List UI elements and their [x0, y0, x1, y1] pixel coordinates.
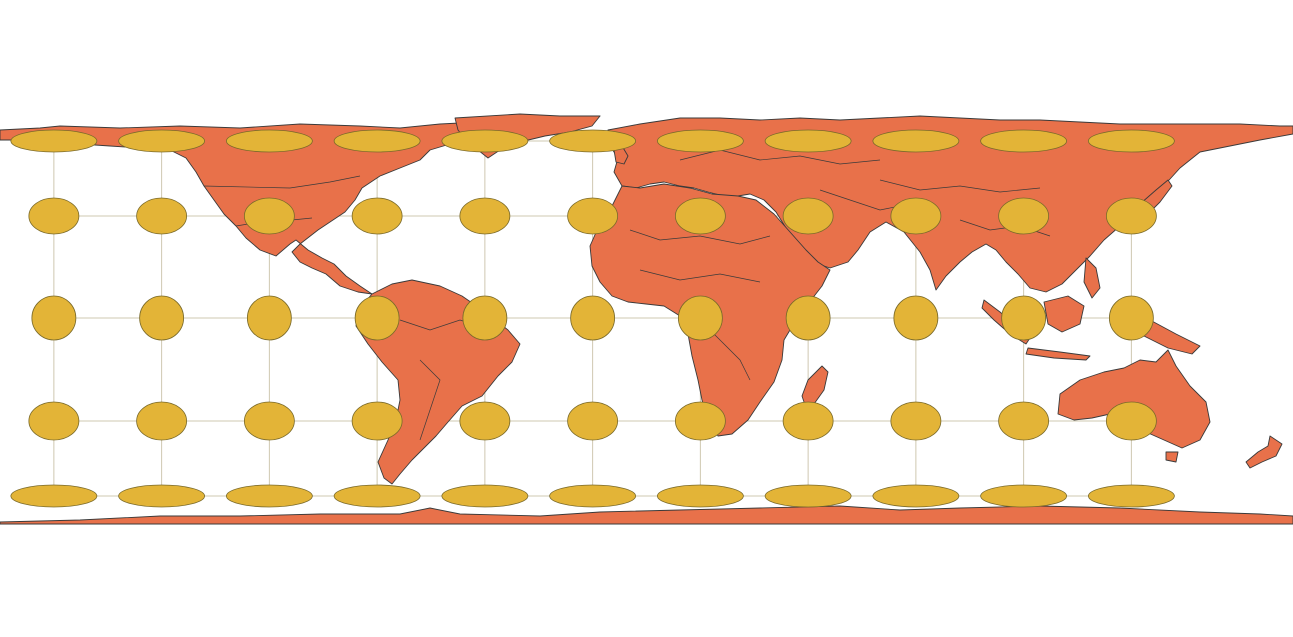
tissot-ellipse [567, 401, 619, 441]
tissot-ellipse [677, 295, 723, 341]
tasmania [1165, 451, 1179, 463]
tissot-ellipse [567, 197, 619, 235]
tissot-ellipse [764, 484, 852, 508]
tissot-ellipse [1105, 197, 1157, 235]
tissot-ellipse [980, 129, 1068, 153]
tissot-ellipse [243, 197, 295, 235]
tissot-ellipse [225, 484, 313, 508]
tissot-ellipse [31, 295, 77, 341]
tissot-ellipse [246, 295, 292, 341]
tissot-ellipse [656, 484, 744, 508]
tissot-ellipse [351, 401, 403, 441]
tissot-ellipse [225, 129, 313, 153]
tissot-ellipse [890, 401, 942, 441]
tissot-ellipse [549, 129, 637, 153]
tissot-ellipse [785, 295, 831, 341]
country-borders [203, 149, 1051, 441]
tissot-ellipse [1108, 295, 1154, 341]
tissot-ellipse [441, 129, 529, 153]
tissot-ellipse [333, 484, 421, 508]
tissot-ellipse [462, 295, 508, 341]
tissot-ellipse [118, 484, 206, 508]
tissot-ellipse [1087, 484, 1175, 508]
tissot-ellipse [243, 401, 295, 441]
tissot-ellipse [674, 401, 726, 441]
tissot-ellipse [998, 401, 1050, 441]
antarctica [0, 505, 1293, 525]
australia [1057, 349, 1211, 449]
tissot-ellipse [764, 129, 852, 153]
tissot-ellipse [10, 484, 98, 508]
tissot-ellipse [1105, 401, 1157, 441]
borneo [1043, 295, 1085, 333]
tissot-ellipse [890, 197, 942, 235]
land-masses [0, 113, 1293, 525]
tissot-ellipse [351, 197, 403, 235]
tissot-ellipse [570, 295, 616, 341]
tissot-ellipse [674, 197, 726, 235]
tissot-ellipse [118, 129, 206, 153]
tissot-ellipse [333, 129, 421, 153]
tissot-indicatrices [10, 129, 1175, 508]
tissot-ellipse [136, 401, 188, 441]
tissot-ellipse [893, 295, 939, 341]
tissot-ellipse [998, 197, 1050, 235]
tissot-ellipse [139, 295, 185, 341]
philippines [1083, 257, 1101, 299]
tissot-ellipse [549, 484, 637, 508]
tissot-ellipse [656, 129, 744, 153]
tissot-ellipse [782, 197, 834, 235]
tissot-ellipse [28, 401, 80, 441]
new-zealand [1245, 435, 1283, 469]
tissot-ellipse [980, 484, 1068, 508]
tissot-ellipse [28, 197, 80, 235]
tissot-ellipse [136, 197, 188, 235]
tissot-ellipse [782, 401, 834, 441]
tissot-ellipse [459, 401, 511, 441]
tissot-ellipse [441, 484, 529, 508]
tissot-ellipse [872, 484, 960, 508]
tissot-ellipse [10, 129, 98, 153]
tissot-ellipse [459, 197, 511, 235]
tissot-ellipse [1087, 129, 1175, 153]
java [1025, 347, 1091, 361]
tissot-ellipse [354, 295, 400, 341]
tissot-ellipse [1001, 295, 1047, 341]
tissot-ellipse [872, 129, 960, 153]
